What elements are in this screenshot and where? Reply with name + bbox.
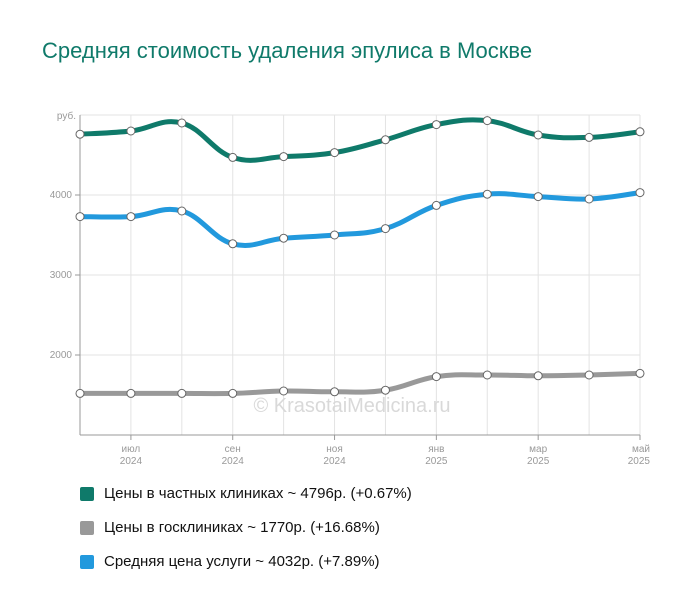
data-point-public — [279, 386, 289, 396]
data-point-private — [75, 129, 85, 139]
x-tick-label-month: мар — [529, 444, 547, 455]
data-point-private — [533, 130, 543, 140]
data-point-private — [584, 132, 594, 142]
y-axis-label: руб. — [57, 110, 76, 122]
data-point-average — [330, 230, 340, 240]
data-point-private — [380, 135, 390, 145]
data-point-average — [431, 200, 441, 210]
data-point-average — [279, 233, 289, 243]
legend-item-average[interactable]: Средняя цена услуги ~ 4032р. (+7.89%) — [80, 552, 412, 586]
data-point-average — [380, 224, 390, 234]
legend-label-average: Средняя цена услуги ~ 4032р. (+7.89%) — [104, 553, 380, 570]
x-tick-label-year: 2025 — [628, 456, 651, 467]
chart-title: Средняя стоимость удаления эпулиса в Мос… — [42, 38, 533, 63]
grid — [79, 114, 641, 435]
data-point-private — [482, 116, 492, 126]
data-point-private — [279, 152, 289, 162]
data-point-public — [126, 388, 136, 398]
y-tick-label: 3000 — [50, 270, 73, 281]
data-point-private — [431, 120, 441, 130]
data-point-private — [635, 127, 645, 137]
data-point-average — [126, 212, 136, 222]
series-line-average — [77, 190, 643, 248]
data-point-average — [533, 192, 543, 202]
data-point-average — [482, 189, 492, 199]
data-point-average — [228, 239, 238, 249]
data-point-public — [228, 388, 238, 398]
data-point-average — [584, 194, 594, 204]
series-public — [75, 368, 645, 398]
data-point-private — [177, 118, 187, 128]
data-point-public — [584, 370, 594, 380]
data-point-private — [228, 152, 238, 162]
data-point-average — [177, 206, 187, 216]
data-point-private — [330, 148, 340, 158]
legend: Цены в частных клиниках ~ 4796р. (+0.67%… — [80, 484, 412, 586]
data-point-private — [126, 126, 136, 136]
legend-item-private[interactable]: Цены в частных клиниках ~ 4796р. (+0.67%… — [80, 484, 412, 518]
x-tick-label-year: 2025 — [527, 456, 550, 467]
x-tick-label-year: 2024 — [222, 456, 245, 467]
watermark: © KrasotaiMedicina.ru — [253, 395, 450, 417]
legend-label-public: Цены в госклиниках ~ 1770р. (+16.68%) — [104, 519, 380, 536]
x-tick-label-month: ноя — [326, 444, 343, 455]
data-point-average — [635, 188, 645, 198]
series-line-public — [77, 370, 643, 397]
series — [75, 116, 645, 398]
legend-item-public[interactable]: Цены в госклиниках ~ 1770р. (+16.68%) — [80, 518, 412, 552]
data-point-public — [330, 387, 340, 397]
x-tick-label-year: 2025 — [425, 456, 448, 467]
x-tick-label-month: май — [632, 444, 650, 455]
data-point-public — [380, 385, 390, 395]
x-tick-label-month: сен — [225, 444, 241, 455]
legend-swatch-public — [80, 521, 94, 535]
series-average — [75, 188, 645, 249]
data-point-public — [533, 371, 543, 381]
data-point-average — [75, 212, 85, 222]
legend-swatch-average — [80, 555, 94, 569]
x-tick-label-year: 2024 — [120, 456, 143, 467]
y-tick-label: 4000 — [50, 190, 73, 201]
legend-swatch-private — [80, 487, 94, 501]
data-point-public — [635, 368, 645, 378]
data-point-public — [177, 388, 187, 398]
data-point-public — [431, 372, 441, 382]
x-tick-label-month: янв — [428, 444, 444, 455]
axes: 200030004000руб.июл2024сен2024ноя2024янв… — [50, 110, 651, 467]
x-tick-label-year: 2024 — [323, 456, 346, 467]
x-tick-label-month: июл — [122, 444, 141, 455]
legend-label-private: Цены в частных клиниках ~ 4796р. (+0.67%… — [104, 485, 412, 502]
data-point-public — [482, 370, 492, 380]
series-private — [75, 116, 645, 163]
data-point-public — [75, 388, 85, 398]
series-line-private — [77, 117, 643, 163]
y-tick-label: 2000 — [50, 350, 73, 361]
